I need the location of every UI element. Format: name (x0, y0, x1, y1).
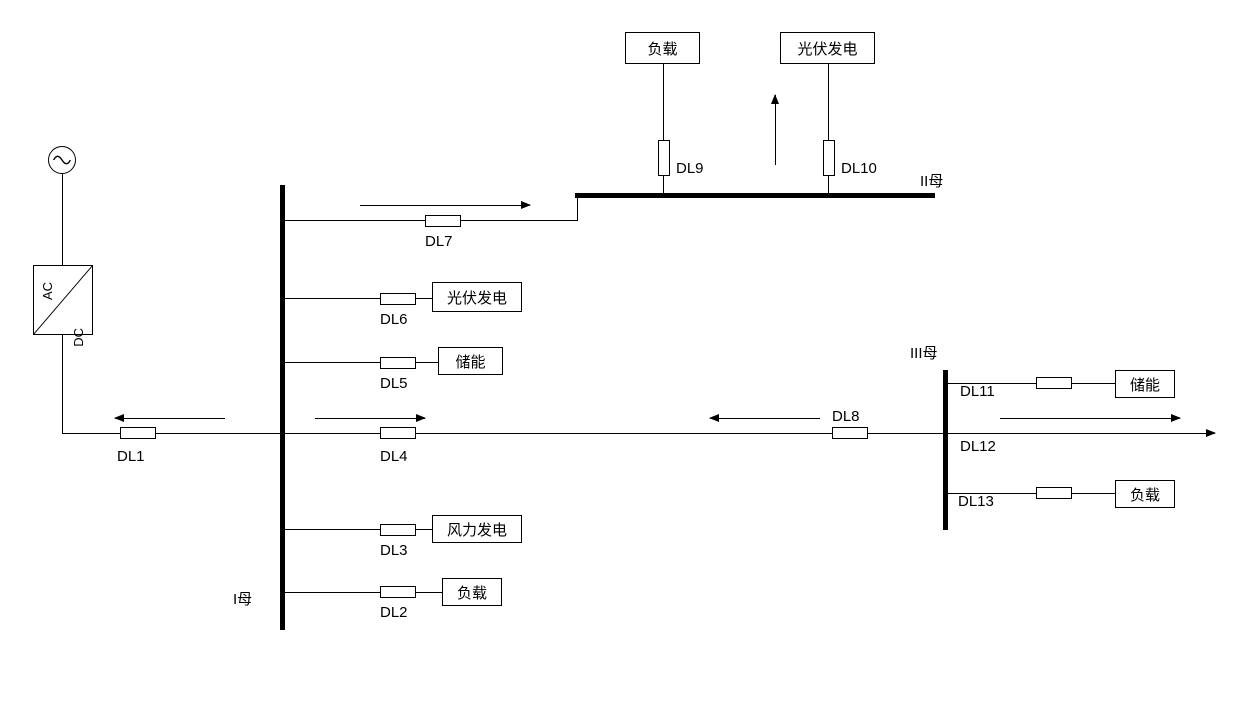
ac-source-icon (48, 146, 76, 174)
breaker-dl3 (380, 524, 416, 536)
breaker-label: DL6 (380, 311, 408, 328)
breaker-label: DL1 (117, 448, 145, 465)
breaker-dl9 (658, 140, 670, 176)
acdc-converter: AC DC (33, 265, 93, 335)
breaker-label: DL13 (958, 493, 994, 510)
bus-i (280, 185, 285, 630)
breaker-label: DL8 (832, 408, 860, 425)
breaker-dl2 (380, 586, 416, 598)
block-load-bus1: 负载 (442, 578, 502, 606)
block-pv-bus1: 光伏发电 (432, 282, 522, 312)
bus-ii-label: II母 (920, 170, 943, 191)
bus-iii-label: III母 (910, 342, 938, 363)
breaker-dl11 (1036, 377, 1072, 389)
wire (62, 335, 63, 433)
breaker-dl8 (832, 427, 868, 439)
arrow-left (710, 418, 820, 419)
acdc-bot-label: DC (71, 328, 86, 347)
wire (285, 592, 443, 593)
breaker-label: DL3 (380, 542, 408, 559)
breaker-dl5 (380, 357, 416, 369)
breaker-dl1 (120, 427, 156, 439)
block-wind: 风力发电 (432, 515, 522, 543)
wire (62, 174, 63, 265)
wire (577, 195, 578, 221)
breaker-dl4 (380, 427, 416, 439)
arrow-right (360, 205, 530, 206)
block-storage3: 储能 (1115, 370, 1175, 398)
breaker-label: DL7 (425, 233, 453, 250)
breaker-label: DL12 (960, 438, 996, 455)
arrow-right (1000, 418, 1180, 419)
arrow-left (115, 418, 225, 419)
breaker-label: DL11 (960, 383, 995, 400)
breaker-label: DL9 (676, 160, 704, 177)
breaker-dl6 (380, 293, 416, 305)
breaker-label: DL2 (380, 604, 408, 621)
acdc-top-label: AC (40, 282, 55, 300)
block-storage1: 储能 (438, 347, 503, 375)
main-wire (62, 433, 945, 434)
bus-i-label: I母 (233, 588, 252, 609)
breaker-dl13 (1036, 487, 1072, 499)
bus-iii (943, 370, 948, 530)
breaker-dl10 (823, 140, 835, 176)
breaker-dl7 (425, 215, 461, 227)
bus-ii (575, 193, 935, 198)
breaker-label: DL4 (380, 448, 408, 465)
arrow-up (775, 95, 776, 165)
breaker-label: DL10 (841, 160, 877, 177)
arrow-right (945, 433, 1215, 434)
block-load-top: 负载 (625, 32, 700, 64)
block-load-bus3: 负载 (1115, 480, 1175, 508)
arrow-right (315, 418, 425, 419)
block-pv-top: 光伏发电 (780, 32, 875, 64)
breaker-label: DL5 (380, 375, 408, 392)
